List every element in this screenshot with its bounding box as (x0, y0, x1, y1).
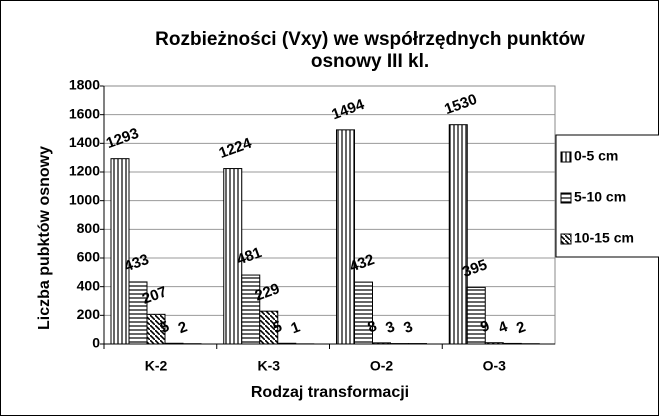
y-tick-label: 1200 (69, 163, 100, 179)
bar (241, 274, 261, 345)
x-tick-label: K-2 (145, 358, 168, 374)
y-tick-label: 1800 (69, 77, 100, 93)
y-tick-label: 1400 (69, 134, 100, 150)
legend-box (555, 134, 659, 258)
bar (448, 124, 468, 345)
bar (466, 286, 486, 345)
y-tick-label: 800 (77, 220, 101, 236)
legend-swatch (560, 233, 572, 245)
legend-label: 5-10 cm (574, 189, 626, 205)
x-tick-label: K-3 (257, 358, 280, 374)
chart-title: Rozbieżności (Vxy) we współrzędnych punk… (155, 29, 585, 72)
y-tick-label: 200 (77, 306, 101, 322)
x-tick-label: O-3 (483, 358, 507, 374)
bar (110, 158, 130, 345)
legend-swatch (560, 151, 572, 163)
legend-swatch (560, 192, 572, 204)
x-tick-label: O-2 (370, 358, 394, 374)
legend-label: 0-5 cm (574, 148, 618, 164)
x-axis-label: Rodzaj transformacji (251, 384, 409, 401)
legend-label: 10-15 cm (574, 230, 634, 246)
y-axis-label: Liczba pubktów osnowy (36, 146, 53, 330)
y-tick-label: 600 (77, 249, 101, 265)
y-tick-label: 1600 (69, 105, 100, 121)
y-tick-label: 0 (92, 335, 100, 351)
y-tick-label: 400 (77, 277, 101, 293)
bar (336, 129, 355, 345)
y-tick-label: 1000 (69, 191, 100, 207)
